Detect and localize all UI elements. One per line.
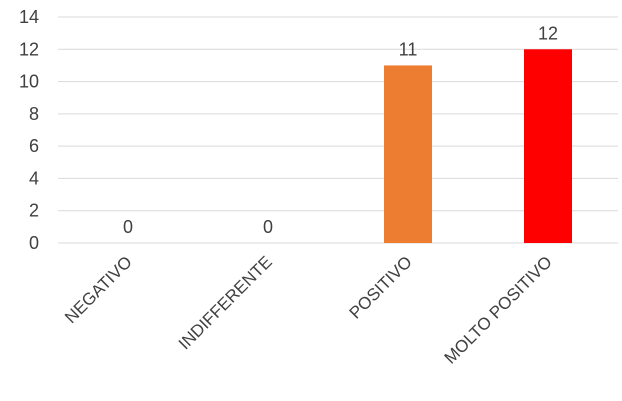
y-tick-label: 6 bbox=[29, 136, 39, 156]
y-axis-ticks: 0 2 4 6 8 10 12 14 bbox=[19, 7, 39, 253]
data-labels: 0 0 11 12 bbox=[123, 23, 558, 237]
y-tick-label: 14 bbox=[19, 7, 39, 27]
data-label: 12 bbox=[538, 23, 558, 43]
bar-positivo bbox=[384, 65, 432, 243]
data-label: 11 bbox=[399, 39, 418, 59]
y-tick-label: 0 bbox=[29, 233, 39, 253]
bar-molto-positivo bbox=[524, 49, 572, 244]
x-tick-label: INDIFFERENTE bbox=[175, 252, 276, 353]
y-tick-label: 4 bbox=[29, 168, 39, 188]
y-tick-label: 10 bbox=[19, 72, 39, 92]
x-axis-ticks: NEGATIVO INDIFFERENTE POSITIVO MOLTO POSITI… bbox=[61, 252, 556, 367]
data-label: 0 bbox=[263, 217, 273, 237]
bars bbox=[384, 49, 572, 244]
y-tick-label: 8 bbox=[29, 104, 39, 124]
y-tick-label: 2 bbox=[29, 201, 39, 221]
grid-layer bbox=[58, 16, 618, 244]
x-tick-label: NEGATIVO bbox=[61, 252, 136, 327]
x-tick-label: MOLTO POSITIVO bbox=[441, 252, 556, 367]
y-tick-label: 12 bbox=[19, 39, 39, 59]
x-tick-label: POSITIVO bbox=[346, 252, 416, 322]
data-label: 0 bbox=[123, 217, 133, 237]
